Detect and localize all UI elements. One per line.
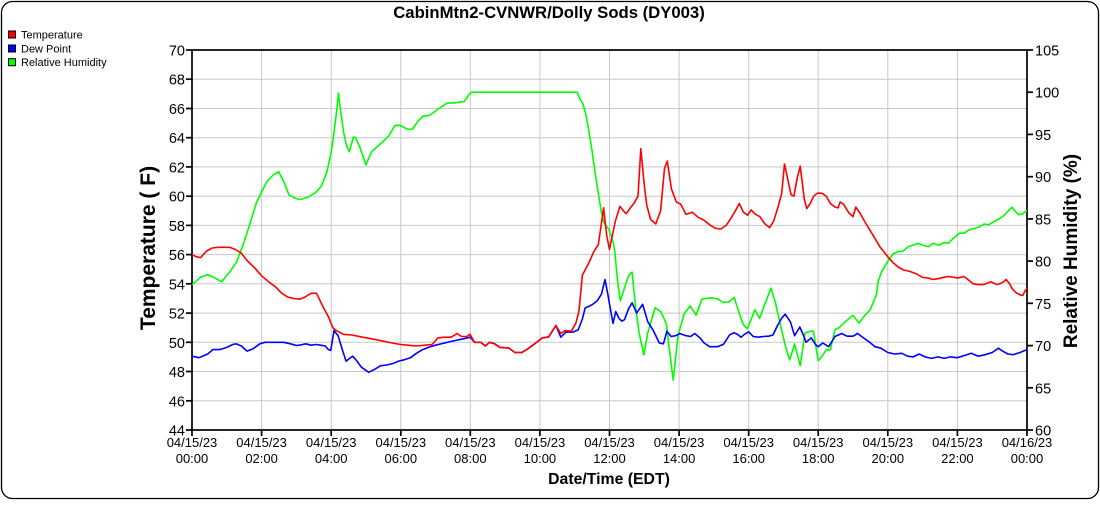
svg-text:08:00: 08:00 xyxy=(454,451,487,466)
svg-text:65: 65 xyxy=(1035,381,1051,397)
svg-text:04/15/23: 04/15/23 xyxy=(932,435,983,450)
svg-text:14:00: 14:00 xyxy=(663,451,696,466)
svg-text:04/15/23: 04/15/23 xyxy=(654,435,705,450)
svg-text:12:00: 12:00 xyxy=(593,451,626,466)
svg-text:90: 90 xyxy=(1035,170,1051,186)
svg-text:70: 70 xyxy=(169,44,185,60)
svg-text:04/15/23: 04/15/23 xyxy=(167,435,218,450)
svg-text:06:00: 06:00 xyxy=(385,451,418,466)
svg-text:48: 48 xyxy=(169,365,185,381)
svg-text:Temperature: Temperature xyxy=(21,30,83,42)
svg-text:60: 60 xyxy=(169,190,185,206)
svg-text:04/15/23: 04/15/23 xyxy=(584,435,635,450)
svg-text:70: 70 xyxy=(1035,339,1051,355)
svg-text:60: 60 xyxy=(1035,424,1051,440)
svg-text:56: 56 xyxy=(169,248,185,264)
svg-text:04/15/23: 04/15/23 xyxy=(515,435,566,450)
svg-text:04/16/23: 04/16/23 xyxy=(1002,435,1053,450)
svg-text:46: 46 xyxy=(169,394,185,410)
svg-text:CabinMtn2-CVNWR/Dolly Sods (DY: CabinMtn2-CVNWR/Dolly Sods (DY003) xyxy=(393,3,705,22)
svg-text:04:00: 04:00 xyxy=(315,451,348,466)
svg-text:50: 50 xyxy=(169,336,185,352)
svg-text:54: 54 xyxy=(169,277,185,293)
svg-text:95: 95 xyxy=(1035,128,1051,144)
svg-text:20:00: 20:00 xyxy=(872,451,905,466)
svg-text:80: 80 xyxy=(1035,255,1051,271)
svg-text:04/15/23: 04/15/23 xyxy=(236,435,287,450)
svg-text:75: 75 xyxy=(1035,297,1051,313)
svg-text:02:00: 02:00 xyxy=(245,451,278,466)
svg-text:85: 85 xyxy=(1035,212,1051,228)
svg-text:04/15/23: 04/15/23 xyxy=(723,435,774,450)
svg-text:16:00: 16:00 xyxy=(732,451,765,466)
svg-text:22:00: 22:00 xyxy=(941,451,974,466)
svg-text:04/15/23: 04/15/23 xyxy=(375,435,426,450)
svg-text:66: 66 xyxy=(169,102,185,118)
svg-text:04/15/23: 04/15/23 xyxy=(445,435,496,450)
svg-text:10:00: 10:00 xyxy=(524,451,557,466)
svg-text:44: 44 xyxy=(169,424,185,440)
svg-text:04/15/23: 04/15/23 xyxy=(862,435,913,450)
svg-text:Dew Point: Dew Point xyxy=(21,44,71,56)
svg-text:58: 58 xyxy=(169,219,185,235)
svg-text:Temperature ( F): Temperature ( F) xyxy=(137,166,160,330)
svg-text:18:00: 18:00 xyxy=(802,451,835,466)
svg-text:Date/Time (EDT): Date/Time (EDT) xyxy=(548,471,670,488)
svg-text:64: 64 xyxy=(169,131,185,147)
svg-text:04/15/23: 04/15/23 xyxy=(793,435,844,450)
svg-text:Relative Humidity: Relative Humidity xyxy=(21,57,107,69)
svg-text:68: 68 xyxy=(169,73,185,89)
svg-text:105: 105 xyxy=(1035,44,1059,60)
svg-text:04/15/23: 04/15/23 xyxy=(306,435,357,450)
svg-text:100: 100 xyxy=(1035,86,1059,102)
svg-text:62: 62 xyxy=(169,160,185,176)
svg-text:00:00: 00:00 xyxy=(176,451,209,466)
svg-text:52: 52 xyxy=(169,307,185,323)
svg-text:Relative Humidity (%): Relative Humidity (%) xyxy=(1061,154,1082,348)
svg-text:00:00: 00:00 xyxy=(1011,451,1044,466)
